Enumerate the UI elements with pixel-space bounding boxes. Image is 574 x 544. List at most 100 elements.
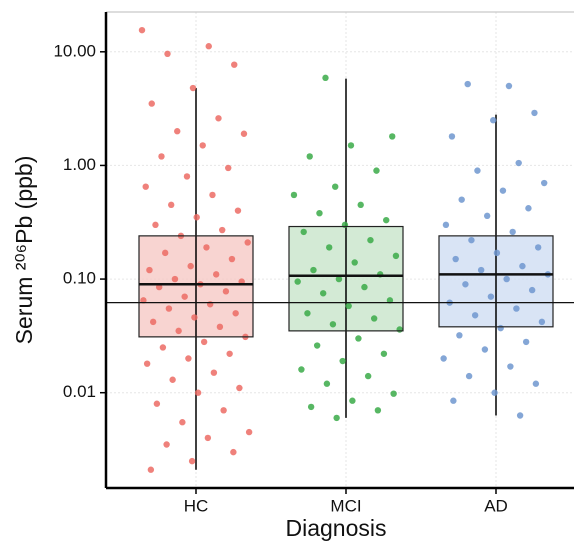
point (193, 214, 200, 221)
point (540, 179, 548, 187)
point (386, 297, 394, 304)
y-axis-title: Serum ²⁰⁶Pb (ppb) (11, 156, 37, 345)
point (298, 366, 305, 373)
box-outline (138, 235, 254, 338)
point (534, 244, 542, 251)
point (497, 324, 504, 332)
point (163, 441, 170, 448)
point (516, 412, 524, 419)
point (188, 457, 196, 465)
point (219, 226, 226, 234)
point (464, 80, 471, 88)
y-tick-label: 1.00 (63, 155, 96, 174)
x-tick-label: MCI (330, 496, 361, 515)
point (220, 407, 227, 414)
point (525, 205, 532, 212)
point (240, 130, 248, 137)
point (458, 196, 465, 203)
point (306, 153, 313, 160)
y-tick-label: 0.01 (63, 382, 96, 401)
point (234, 207, 242, 214)
point (313, 342, 321, 349)
point (199, 142, 206, 149)
point (169, 376, 176, 383)
point (187, 262, 194, 270)
point (462, 281, 469, 288)
point (165, 305, 173, 312)
point (316, 209, 323, 217)
point (477, 266, 485, 274)
point (345, 302, 352, 310)
point (294, 278, 301, 285)
point (509, 228, 516, 236)
point (367, 236, 374, 244)
point (465, 372, 473, 380)
point (149, 318, 157, 326)
point (181, 293, 188, 300)
point (491, 389, 498, 396)
point (390, 390, 397, 397)
point (493, 249, 501, 257)
point (143, 360, 151, 367)
x-axis-title: Diagnosis (286, 515, 387, 541)
point (228, 255, 236, 263)
x-tick-label: AD (484, 496, 508, 515)
point (490, 117, 497, 124)
point (474, 167, 481, 174)
box-outline (288, 225, 404, 332)
point (349, 397, 356, 404)
point (236, 384, 243, 392)
point (450, 397, 457, 404)
point (300, 228, 307, 236)
point (396, 326, 403, 333)
point (216, 323, 224, 331)
point (138, 26, 146, 34)
point (325, 244, 333, 251)
point (175, 327, 182, 335)
point (140, 297, 147, 304)
point (212, 271, 220, 278)
x-tick-label: HC (184, 496, 209, 515)
point (532, 380, 540, 387)
point (471, 312, 479, 319)
point (332, 183, 339, 190)
point (513, 305, 520, 312)
point (200, 338, 208, 346)
point (505, 82, 513, 90)
point (245, 428, 253, 436)
point (146, 266, 153, 274)
point (191, 314, 198, 321)
point (373, 167, 380, 174)
point (531, 109, 538, 117)
point (185, 355, 192, 362)
point (452, 255, 459, 263)
point (232, 310, 239, 317)
point (158, 153, 165, 160)
point (244, 239, 251, 246)
point (538, 318, 546, 326)
point (361, 283, 368, 291)
point (380, 350, 388, 357)
point (440, 355, 447, 362)
point (203, 244, 210, 251)
y-tick-label: 10.00 (53, 41, 96, 60)
point (171, 275, 179, 283)
point (322, 74, 329, 82)
y-tick-label: 0.10 (63, 269, 96, 288)
point (307, 403, 315, 411)
point (347, 142, 355, 149)
point (503, 275, 510, 283)
point (225, 164, 232, 172)
point (487, 293, 495, 300)
point (304, 310, 311, 317)
point (357, 201, 364, 209)
point (528, 286, 536, 294)
point (174, 128, 181, 135)
point (515, 159, 522, 167)
point (310, 266, 317, 274)
point (507, 363, 514, 370)
point (335, 275, 343, 283)
point (161, 249, 169, 257)
point (370, 315, 378, 322)
